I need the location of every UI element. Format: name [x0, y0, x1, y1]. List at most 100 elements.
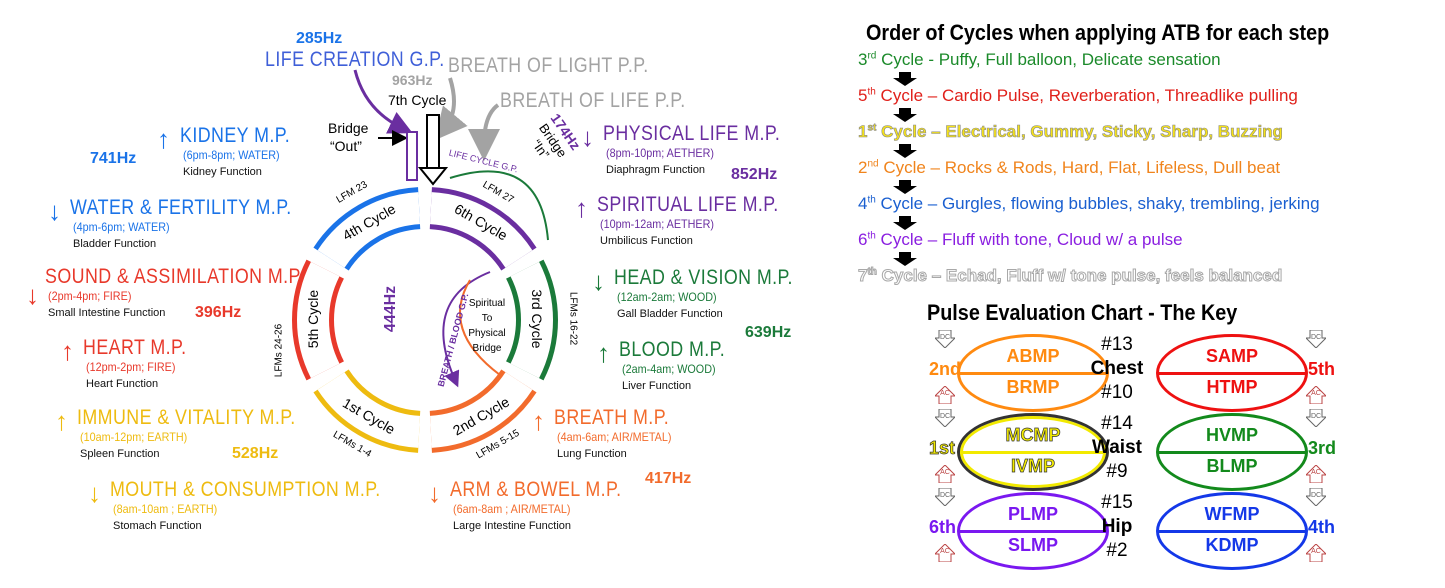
lfm-label: LFMs 24-26 — [273, 323, 285, 378]
cycle-order-step: 2nd Cycle – Rocks & Rods, Hard, Flat, Li… — [858, 158, 1280, 178]
cycle-order-step: 1st Cycle – Electrical, Gummy, Sticky, S… — [858, 122, 1284, 142]
oval-divider — [1159, 530, 1305, 533]
seventh-cycle-arrow — [426, 114, 440, 171]
meridian-time: (12am-2am; WOOD) — [617, 290, 717, 304]
meridian-function: Spleen Function — [80, 448, 160, 460]
center-hz: 444Hz — [382, 285, 400, 333]
pulse-oval: MCMP IVMP — [957, 413, 1109, 491]
meridian-function: Liver Function — [622, 380, 692, 392]
meridian-hz: 741Hz — [90, 150, 137, 167]
meridian-time: (6am-8am ; AIR/METAL) — [453, 502, 571, 516]
dc-label: DC — [1310, 492, 1322, 499]
breath-of-life-arrow — [468, 103, 501, 161]
breath-of-light-arrow — [434, 77, 468, 141]
life-creation-hz: 285Hz — [296, 30, 343, 47]
cycle-number: 5th — [1308, 359, 1335, 379]
ac-arrow-icon: AC — [935, 544, 955, 562]
meridian-hz: 417Hz — [645, 470, 692, 487]
arrow-down-icon — [893, 216, 917, 230]
dc-label: DC — [1310, 413, 1322, 420]
center-line: To — [481, 313, 493, 324]
pulse-position: #9 — [1106, 461, 1128, 482]
pulse-position: Hip — [1101, 516, 1133, 537]
meridian-function: Umbilicus Function — [600, 235, 693, 247]
seventh-hz: 963Hz — [392, 72, 433, 88]
oval-divider — [960, 372, 1106, 375]
meridian-time: (10pm-12am; AETHER) — [600, 217, 715, 231]
step-text: Cycle – Fluff with tone, Cloud w/ a puls… — [875, 230, 1183, 249]
meridian-time: (2pm-4pm; FIRE) — [48, 289, 132, 303]
ac-label: AC — [1311, 390, 1321, 397]
cycle-segment-fill — [317, 192, 421, 269]
pulse-title: Pulse Evaluation Chart - The Key — [927, 300, 1238, 325]
meridian-name: BREATH M.P. — [554, 406, 670, 429]
center-line: Spiritual — [468, 298, 506, 309]
oval-divider — [960, 530, 1106, 533]
step-suffix: st — [867, 122, 877, 134]
cycle-segment-fill — [297, 261, 340, 379]
ac-label: AC — [940, 469, 950, 476]
cycle-number: 6th — [929, 517, 956, 537]
arrow-up-icon: ↑ — [157, 124, 170, 154]
pulse-top: PLMP — [1007, 504, 1058, 524]
pulse-position: Chest — [1090, 358, 1144, 379]
cycle-number: 4th — [1308, 517, 1335, 537]
arrow-down-icon: ↓ — [26, 280, 39, 310]
arrow-down-icon: ↓ — [581, 122, 594, 152]
meridian-hz: 396Hz — [195, 304, 242, 321]
order-title: Order of Cycles when applying ATB for ea… — [866, 20, 1330, 45]
cycle-order-step: 4th Cycle – Gurgles, flowing bubbles, sh… — [858, 194, 1320, 214]
center-bridge-text: Spiritual To Physical Bridge — [462, 296, 512, 356]
meridian-hz: 852Hz — [731, 166, 778, 183]
dc-arrow-icon: DC — [935, 409, 955, 427]
step-suffix: th — [867, 194, 876, 206]
arrow-down-icon: ↓ — [428, 478, 441, 508]
dc-label: DC — [939, 413, 951, 420]
arrow-up-icon: ↑ — [597, 338, 610, 368]
meridian-name: HEAD & VISION M.P. — [614, 266, 793, 289]
dc-arrow-icon: DC — [1306, 330, 1326, 348]
pulse-position: #14 — [1101, 413, 1133, 434]
meridian-hz: 528Hz — [232, 445, 279, 462]
meridian-function: Heart Function — [86, 378, 159, 390]
ac-arrow-icon: AC — [1306, 465, 1326, 483]
step-suffix: th — [867, 230, 876, 242]
meridian-function: Stomach Function — [113, 520, 202, 532]
meridian-name: SPIRITUAL LIFE M.P. — [597, 193, 779, 216]
cycle-segment-fill — [429, 192, 533, 269]
meridian-function: Lung Function — [557, 448, 627, 460]
cycle-label: 3rd Cycle — [529, 289, 545, 349]
meridian-function: Kidney Function — [183, 166, 262, 178]
lfm-label: LFMs 16-22 — [567, 291, 579, 346]
ac-arrow-icon: AC — [935, 465, 955, 483]
cycle-order-step: 5th Cycle – Cardio Pulse, Reverberation,… — [858, 86, 1298, 106]
arrow-down-icon — [893, 252, 917, 266]
meridian-function: Diaphragm Function — [606, 164, 706, 176]
pulse-oval: PLMP SLMP — [957, 492, 1109, 570]
meridian-name: WATER & FERTILITY M.P. — [70, 196, 292, 219]
step-suffix: th — [867, 266, 878, 278]
arrow-down-icon — [893, 108, 917, 122]
cycle-segment-fill — [510, 261, 553, 379]
pulse-position: #15 — [1101, 492, 1133, 513]
pulse-bottom: BLMP — [1206, 456, 1258, 476]
cycle-segment-fill — [317, 371, 421, 448]
dc-arrow-icon: DC — [1306, 488, 1326, 506]
dc-label: DC — [939, 334, 951, 341]
bridge-out-bar — [406, 131, 418, 181]
dc-arrow-icon: DC — [935, 488, 955, 506]
meridian-name: PHYSICAL LIFE M.P. — [603, 122, 781, 145]
meridian-name: IMMUNE & VITALITY M.P. — [77, 406, 296, 429]
pulse-oval: WFMP KDMP — [1156, 492, 1308, 570]
bridge-out-label: Bridge — [328, 120, 369, 136]
life-cycle-gp-arrow — [449, 170, 549, 241]
pulse-bottom: KDMP — [1205, 535, 1259, 555]
arrow-up-icon: ↑ — [575, 193, 588, 223]
arrow-up-icon: ↑ — [532, 406, 545, 436]
meridian-time: (4am-6am; AIR/METAL) — [557, 430, 672, 444]
meridian-function: Gall Bladder Function — [617, 308, 723, 320]
dc-label: DC — [939, 492, 951, 499]
ac-label: AC — [940, 390, 950, 397]
